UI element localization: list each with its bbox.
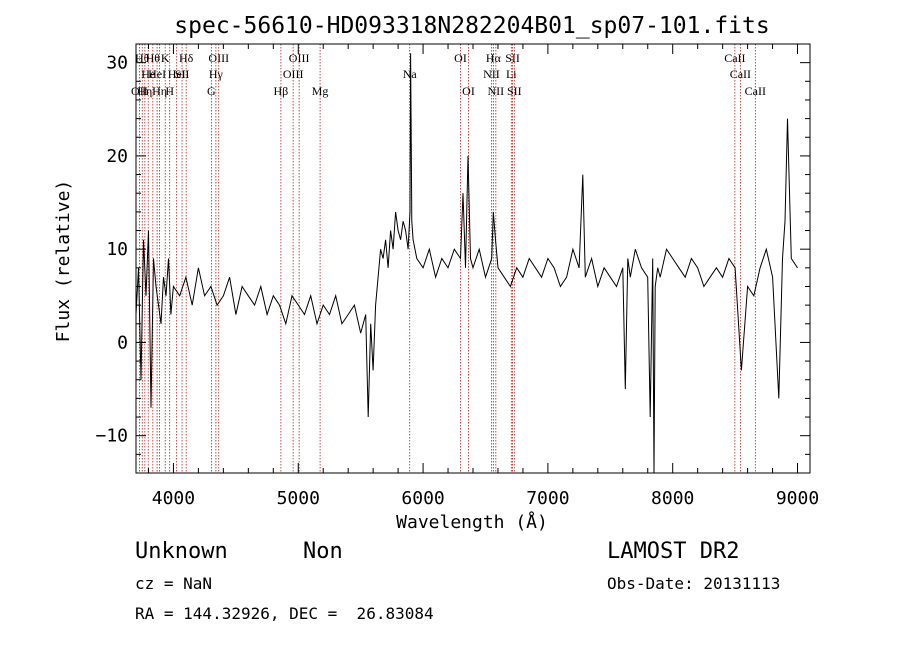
line-marker-label: HeI bbox=[148, 67, 166, 81]
y-tick-label: 30 bbox=[106, 53, 128, 74]
x-tick-label: 8000 bbox=[651, 488, 694, 509]
line-marker-label: He bbox=[141, 67, 155, 81]
line-marker-label: OIII bbox=[289, 51, 310, 65]
line-marker-label: H bbox=[165, 84, 174, 98]
line-marker-label: Hθ bbox=[146, 51, 161, 65]
cz-value: cz = NaN bbox=[135, 574, 213, 593]
line-marker-label: NII bbox=[483, 67, 500, 81]
line-marker-label: Hβ bbox=[274, 84, 289, 98]
line-marker-label: Hα bbox=[486, 51, 502, 65]
line-marker-label: Li bbox=[506, 67, 517, 81]
class-label: Unknown bbox=[135, 539, 228, 564]
line-marker-label: CaII bbox=[724, 51, 745, 65]
line-marker-label: OI bbox=[462, 84, 475, 98]
y-tick-label: 10 bbox=[106, 239, 128, 260]
line-marker-label: Hη bbox=[137, 84, 152, 98]
y-tick-label: 0 bbox=[117, 332, 128, 353]
line-marker-label: Hδ bbox=[179, 51, 194, 65]
y-tick-label: 20 bbox=[106, 146, 128, 167]
line-marker-label: Hγ bbox=[209, 67, 224, 81]
line-marker-label: SII bbox=[505, 51, 520, 65]
line-marker-label: HeI bbox=[168, 67, 186, 81]
line-marker-label: G bbox=[207, 84, 216, 98]
y-tick-label: −10 bbox=[95, 426, 128, 447]
line-marker-label: Hη bbox=[152, 84, 167, 98]
obs-date: Obs-Date: 20131113 bbox=[607, 574, 781, 593]
x-tick-label: 7000 bbox=[526, 488, 569, 509]
line-marker-label: OIII bbox=[208, 51, 229, 65]
line-marker-layer: OIIHθHηHeHθHeIHηKHHeISIIHδGHγOIIIHβOIIIO… bbox=[131, 44, 766, 473]
x-tick-label: 5000 bbox=[277, 488, 320, 509]
survey-label: LAMOST DR2 bbox=[607, 539, 740, 564]
line-marker-label: OI bbox=[454, 51, 467, 65]
coordinates: RA = 144.32926, DEC = 26.83084 bbox=[135, 604, 434, 623]
axis-ticks: 4000 5000 6000 7000 8000 9000 −10 0 10 20 30 bbox=[95, 43, 819, 509]
line-marker-label: OIII bbox=[283, 67, 304, 81]
line-marker-label: SII bbox=[507, 84, 522, 98]
line-marker-label: Hθ bbox=[135, 51, 150, 65]
line-marker-label: Mg bbox=[312, 84, 329, 98]
line-marker-label: CaII bbox=[730, 67, 751, 81]
x-tick-label: 9000 bbox=[776, 488, 819, 509]
y-axis-label: Flux (relative) bbox=[53, 180, 74, 343]
subclass-label: Non bbox=[303, 539, 343, 564]
x-axis-label: Wavelength (Å) bbox=[396, 511, 548, 533]
line-marker-label: SII bbox=[175, 67, 190, 81]
line-marker-label: NII bbox=[488, 84, 505, 98]
line-marker-label: CaII bbox=[745, 84, 766, 98]
x-tick-label: 4000 bbox=[152, 488, 195, 509]
spectrum-line bbox=[135, 53, 798, 474]
line-marker-label: OII bbox=[131, 84, 148, 98]
line-marker-label: K bbox=[161, 51, 170, 65]
chart-title: spec-56610-HD093318N282204B01_sp07-101.f… bbox=[174, 13, 769, 39]
plot-frame bbox=[135, 43, 811, 474]
x-tick-label: 6000 bbox=[401, 488, 444, 509]
